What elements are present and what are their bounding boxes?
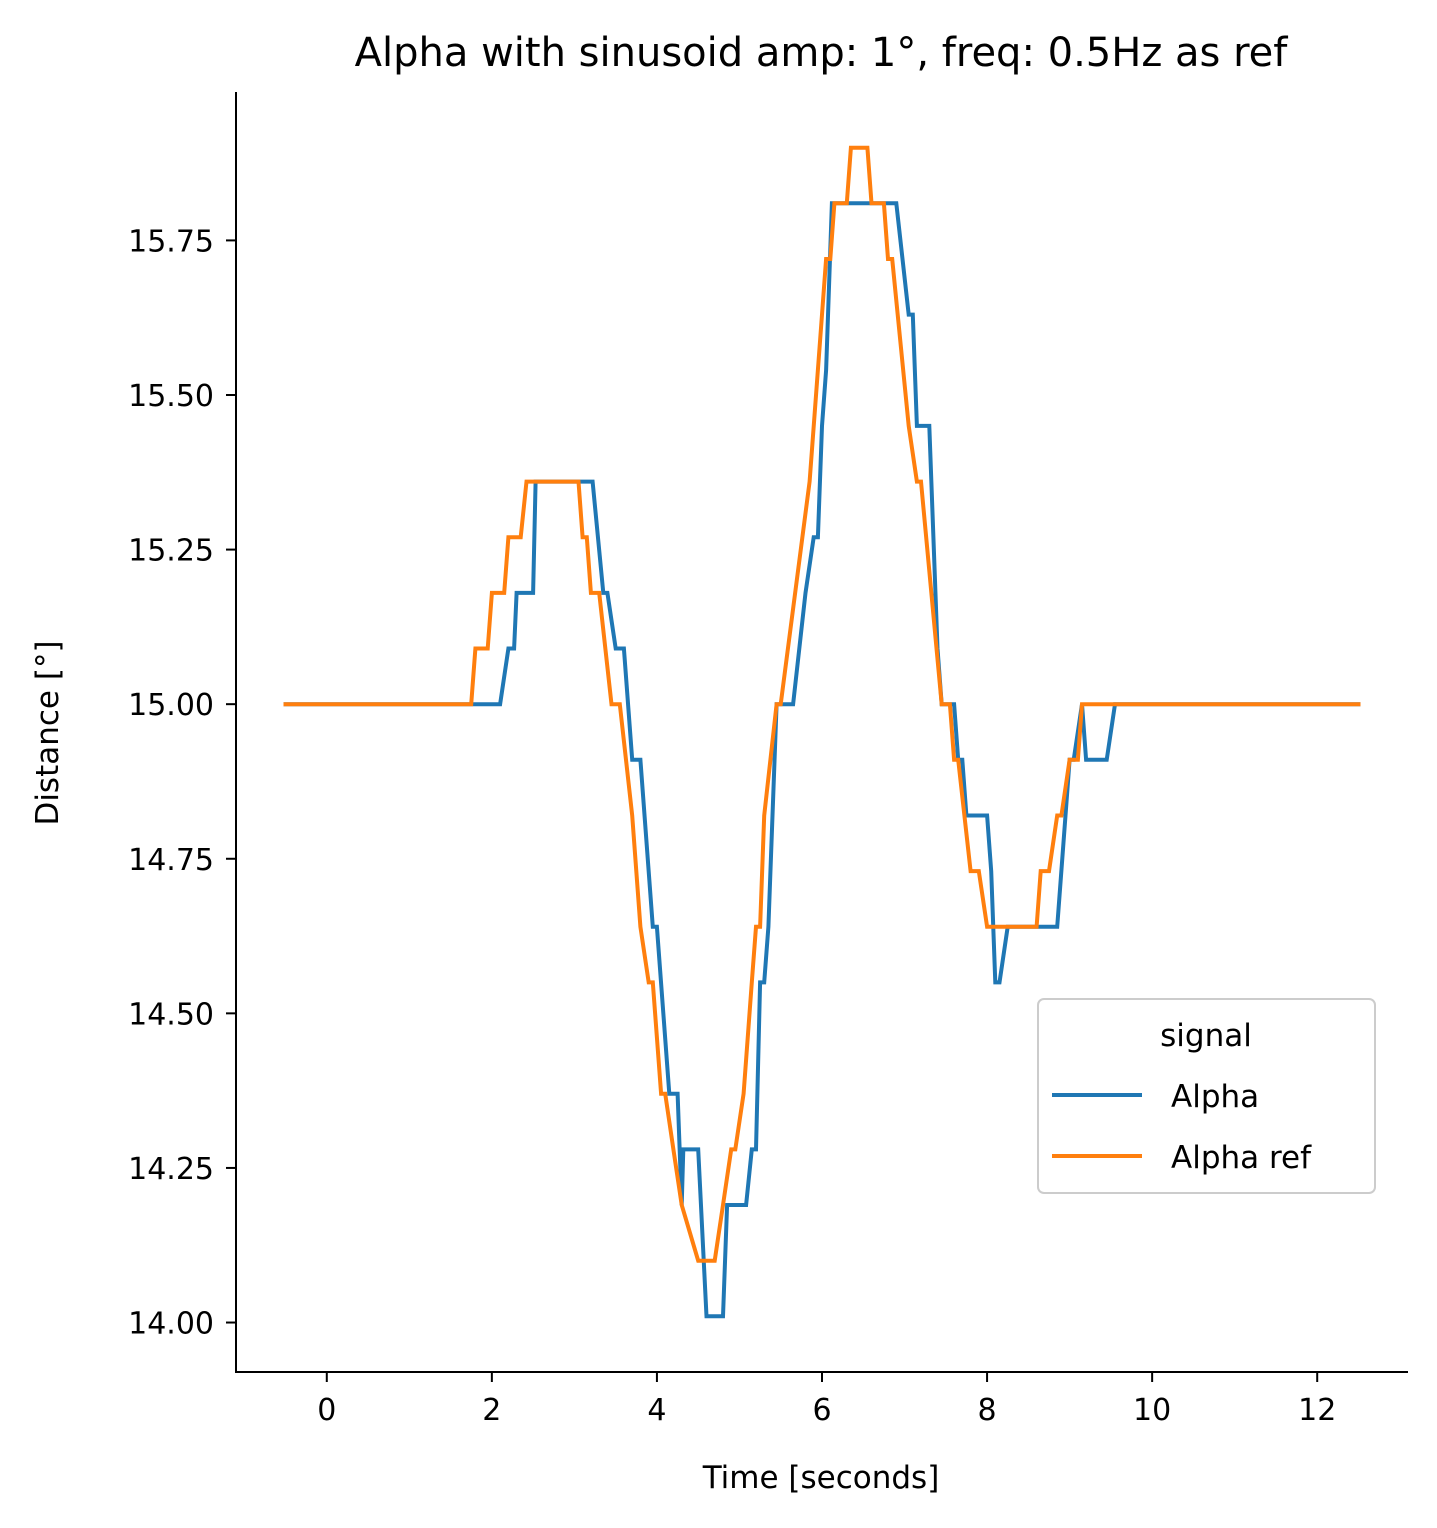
x-tick-label: 12: [1298, 1393, 1336, 1428]
x-axis-label: Time [seconds]: [702, 1460, 940, 1496]
x-tick-label: 4: [647, 1393, 666, 1428]
legend-title: signal: [1160, 1018, 1252, 1054]
y-tick-label: 15.50: [128, 379, 214, 414]
y-tick-label: 15.00: [128, 688, 214, 723]
series-line-alpha: [283, 201, 1361, 1319]
y-tick-label: 14.50: [128, 997, 214, 1032]
y-tick-label: 15.25: [128, 534, 214, 569]
x-tick-label: 2: [482, 1393, 501, 1428]
series-layer: [283, 145, 1361, 1319]
y-axis-label: Distance [°]: [30, 640, 66, 825]
legend: signal Alpha Alpha ref: [1037, 998, 1376, 1194]
x-tick-label: 8: [978, 1393, 997, 1428]
x-tick-label: 10: [1133, 1393, 1171, 1428]
chart-title: Alpha with sinusoid amp: 1°, freq: 0.5Hz…: [355, 30, 1289, 76]
y-tick-label: 14.75: [128, 843, 214, 878]
legend-label-alpha: Alpha: [1171, 1079, 1259, 1115]
legend-label-alpha-ref: Alpha ref: [1171, 1140, 1312, 1176]
y-tick-label: 15.75: [128, 224, 214, 259]
x-ticks: 0 2 4 6 8 10 12: [317, 1372, 1336, 1428]
series-line-alpha-ref: [283, 145, 1361, 1263]
y-ticks: 14.00 14.25 14.50 14.75 15.00 15.25 15.50 15.75: [128, 224, 236, 1342]
x-tick-label: 6: [812, 1393, 831, 1428]
x-tick-label: 0: [317, 1393, 336, 1428]
y-tick-label: 14.25: [128, 1152, 214, 1187]
y-tick-label: 14.00: [128, 1307, 214, 1342]
legend-frame: [1037, 998, 1376, 1194]
